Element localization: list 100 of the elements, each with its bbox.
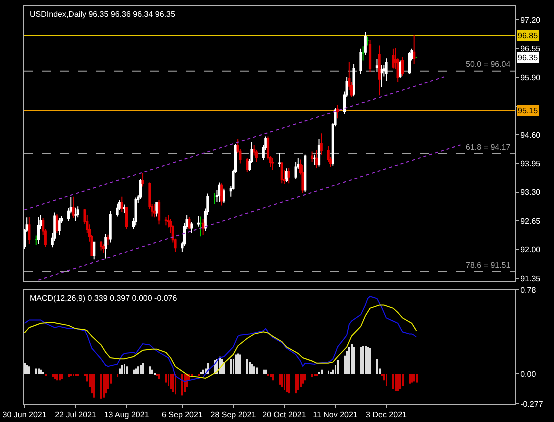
bar [137, 366, 139, 374]
bar [279, 374, 281, 385]
x-tick-label: 6 Sep 2021 [162, 410, 204, 420]
bar [395, 374, 397, 392]
bar [91, 374, 93, 394]
y-tick-label: 91.35 [520, 274, 542, 284]
candlestick [72, 196, 75, 219]
bar [246, 359, 248, 374]
candlestick [413, 34, 416, 65]
bar [202, 370, 204, 374]
bar [151, 370, 153, 374]
candlestick [156, 202, 158, 218]
candlestick [158, 200, 161, 226]
candlestick [401, 56, 404, 77]
candlestick [109, 210, 112, 244]
bar [38, 368, 40, 374]
candlestick [142, 172, 144, 188]
bar [416, 374, 418, 383]
candlestick [385, 58, 388, 82]
candlestick [368, 40, 372, 73]
candlestick [376, 58, 379, 73]
bar [270, 374, 272, 378]
candlestick [318, 138, 321, 168]
candlestick [200, 216, 202, 238]
x-tick-label: 13 Aug 2021 [104, 410, 150, 420]
candlestick [360, 48, 362, 75]
bar [28, 366, 30, 374]
bar [321, 370, 323, 374]
bar [135, 368, 137, 374]
y-tick-label: 94.60 [520, 130, 542, 140]
y-tick-label: 0.78 [520, 286, 537, 295]
bar [392, 374, 394, 390]
bar [304, 374, 306, 381]
bar [24, 363, 26, 374]
x-tick-label: 20 Oct 2021 [262, 410, 307, 420]
y-tick-label: 93.30 [520, 188, 542, 198]
bar [142, 363, 144, 374]
bar [288, 374, 290, 394]
ref-line-label: 96.85 [518, 32, 539, 40]
y-tick-label: 92.00 [520, 246, 542, 255]
bar [35, 368, 37, 374]
x-tick-label: 11 Nov 2021 [313, 410, 358, 420]
bar [365, 346, 367, 374]
bar [165, 374, 167, 383]
x-tick-label: 28 Sep 2021 [210, 410, 257, 420]
text: USDIndex,Daily 96.35 96.36 96.34 96.35 [30, 10, 176, 19]
candlestick [74, 207, 78, 222]
candlestick [202, 218, 205, 236]
bar [121, 366, 123, 374]
bar [256, 368, 258, 374]
candlestick [100, 240, 103, 252]
bar [302, 374, 304, 384]
candlestick [120, 196, 124, 213]
bar [105, 374, 107, 394]
bar [68, 374, 70, 378]
x-tick-label: 3 Dec 2021 [366, 410, 408, 420]
candlestick [313, 154, 316, 166]
bar [337, 360, 339, 374]
candlestick [378, 45, 381, 96]
candlestick [272, 157, 274, 171]
y-tick-label: 92.65 [520, 216, 542, 226]
candlestick [364, 32, 367, 56]
text: 96.35 [518, 54, 539, 62]
bar [235, 354, 237, 374]
ref-line-label: 95.15 [518, 106, 539, 116]
candlestick [188, 216, 191, 230]
candlestick [246, 158, 249, 174]
candlestick [106, 234, 110, 246]
bar [344, 356, 346, 374]
bar [402, 374, 404, 386]
candlestick [214, 192, 216, 205]
candlestick [408, 51, 411, 75]
bar [295, 374, 297, 394]
x-tick-label: 30 Jun 2021 [2, 410, 48, 420]
bar [362, 346, 364, 374]
bar [360, 347, 362, 374]
candlestick [380, 64, 384, 88]
candlestick [366, 36, 370, 46]
candlestick [76, 206, 80, 218]
bar [170, 374, 172, 390]
bar [54, 374, 56, 380]
bar [251, 364, 253, 374]
candlestick [37, 216, 40, 245]
bar [332, 370, 334, 374]
bar [351, 344, 353, 374]
bar [59, 374, 61, 381]
candlestick [58, 218, 61, 236]
candlestick [220, 183, 224, 206]
candlestick [139, 178, 142, 200]
y-tick-label: 96.55 [520, 44, 542, 54]
bar [119, 368, 121, 374]
bar [399, 374, 401, 390]
candlestick [104, 233, 108, 260]
bar [56, 374, 58, 381]
candlestick [218, 182, 221, 203]
bar [409, 374, 411, 384]
bar [133, 370, 135, 374]
bar [40, 370, 42, 374]
candlestick [35, 235, 38, 246]
y-tick-label: 97.20 [520, 16, 542, 25]
